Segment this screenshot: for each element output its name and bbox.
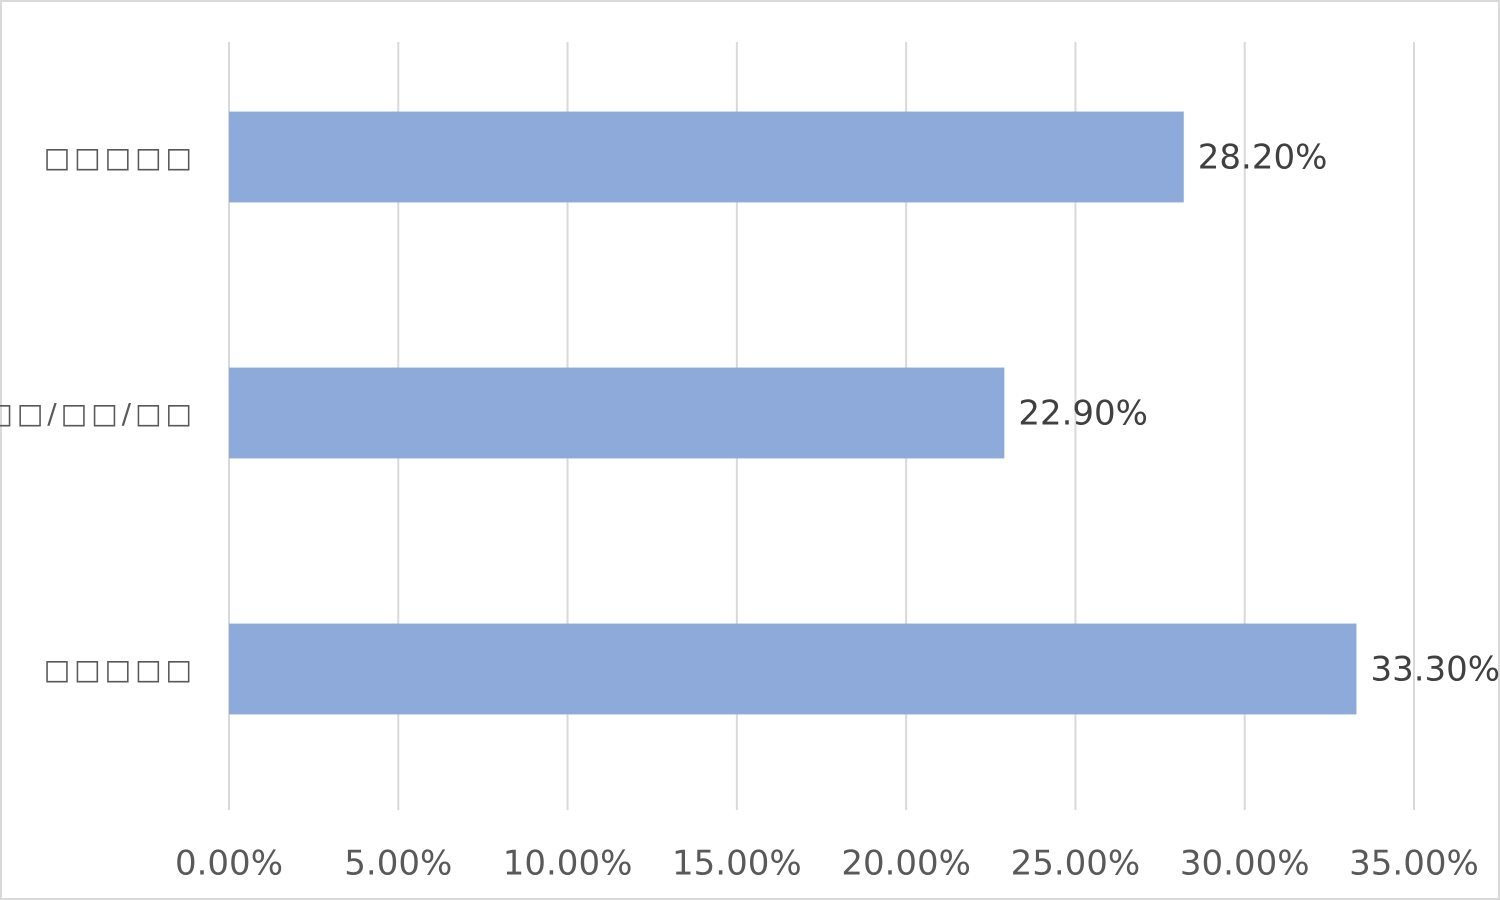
bar (229, 367, 1005, 459)
value-label: 33.30% (1370, 650, 1500, 690)
value-label: 28.20% (1198, 138, 1328, 178)
x-tick-label: 15.00% (672, 844, 802, 884)
x-tick-label: 5.00% (344, 844, 452, 884)
x-tick-label: 35.00% (1349, 844, 1479, 884)
x-tick-label: 10.00% (503, 844, 633, 884)
x-tick-label: 0.00% (175, 844, 283, 884)
y-tick-label: □□/□□/□□ (0, 397, 196, 430)
x-tick-label: 20.00% (841, 844, 971, 884)
y-tick-label: □□□□□ (44, 653, 196, 686)
x-tick-label: 25.00% (1011, 844, 1141, 884)
bar (229, 111, 1184, 203)
y-tick-label: □□□□□ (44, 141, 196, 174)
x-tick-label: 30.00% (1180, 844, 1310, 884)
bar (229, 623, 1357, 715)
value-label: 22.90% (1018, 394, 1148, 434)
